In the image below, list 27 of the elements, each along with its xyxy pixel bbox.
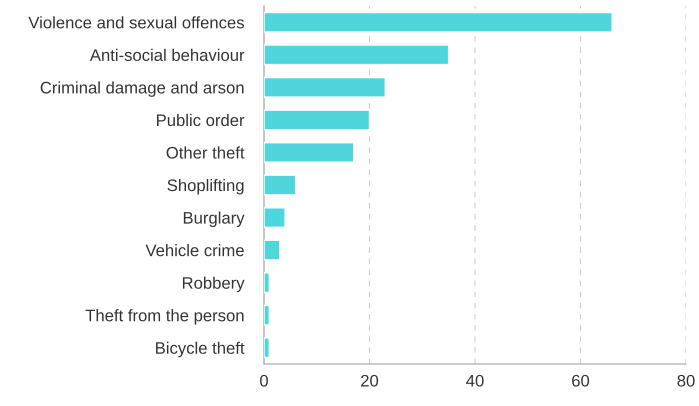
bar bbox=[264, 76, 386, 98]
y-tick-label: Bicycle theft bbox=[156, 342, 244, 358]
x-tick-label: 40 bbox=[466, 374, 484, 387]
x-tick-label: 0 bbox=[260, 374, 268, 387]
bar bbox=[264, 44, 450, 66]
y-tick-label: Robbery bbox=[182, 276, 245, 292]
bar bbox=[264, 207, 286, 228]
bar bbox=[264, 337, 270, 358]
x-tick-label: 20 bbox=[361, 374, 378, 387]
y-tick-label: Criminal damage and arson bbox=[40, 81, 244, 97]
x-tick-label: 80 bbox=[677, 374, 695, 387]
y-tick-label: Other theft bbox=[166, 146, 244, 159]
bar bbox=[264, 12, 613, 33]
y-tick-label: Shoplifting bbox=[167, 178, 244, 194]
bar bbox=[264, 109, 370, 130]
bar bbox=[264, 240, 281, 261]
y-tick-label: Public order bbox=[156, 114, 244, 126]
y-tick-label: Theft from the person bbox=[86, 309, 244, 325]
y-tick-label: Violence and sexual offences bbox=[28, 16, 244, 28]
y-tick-label: Vehicle crime bbox=[146, 244, 244, 256]
bar bbox=[264, 142, 354, 163]
y-tick-label: Anti-social behaviour bbox=[90, 48, 244, 62]
bar bbox=[264, 304, 270, 326]
y-tick-label: Burglary bbox=[184, 212, 245, 228]
bar bbox=[264, 174, 296, 196]
bar bbox=[264, 272, 270, 294]
x-tick-label: 60 bbox=[572, 374, 590, 387]
